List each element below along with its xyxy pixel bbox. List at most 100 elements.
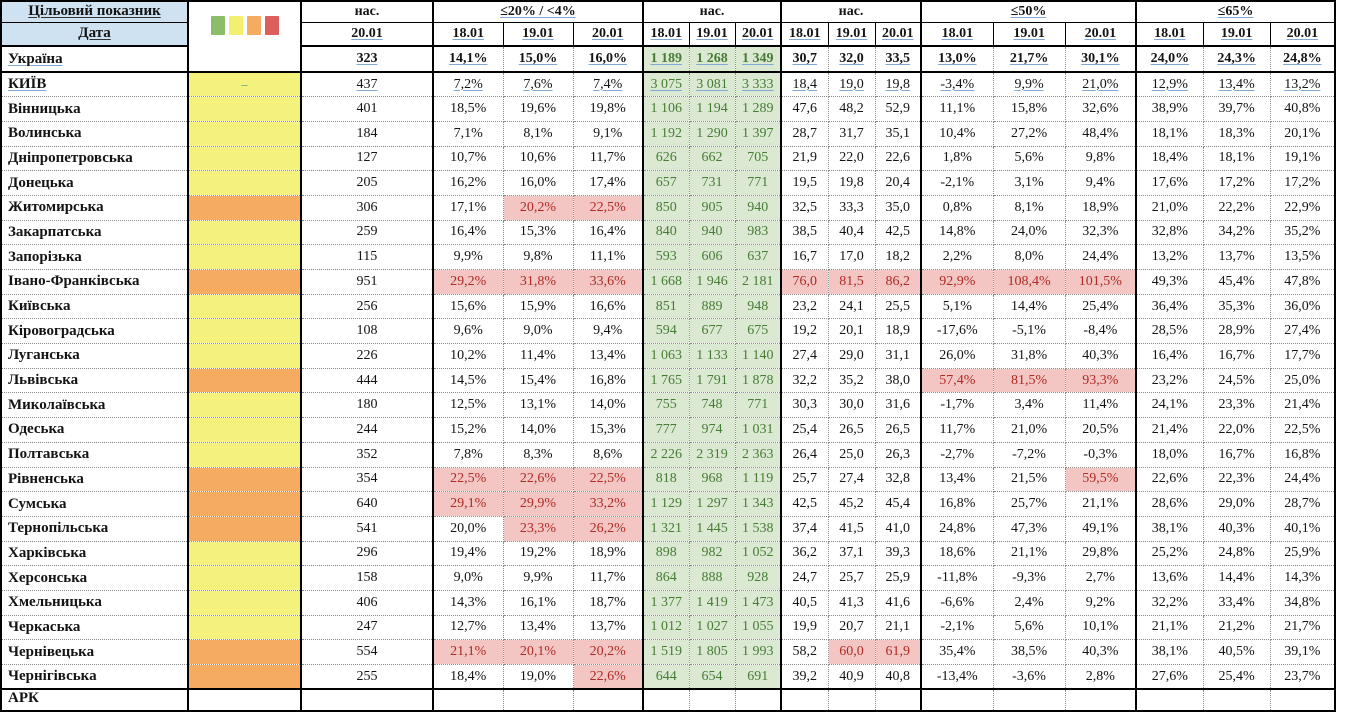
region-row: Житомирська 306 17,1% 20,2% 22,5% 850 905 940 32… [1, 195, 1336, 221]
status-color-cell [188, 639, 302, 665]
cell-p50-0: 57,4% [921, 368, 994, 394]
cell-p20-2: 19,8% [573, 96, 644, 122]
cell-green-2: 1 140 [735, 343, 783, 369]
cell-p20-1: 9,8% [503, 244, 574, 270]
cell-nas3-2: 33,5 [875, 46, 923, 73]
cell-p65-1: 18,1% [1203, 146, 1271, 172]
cell-green-2: 2 181 [735, 269, 783, 295]
cell-nas3-1: 26,5 [828, 417, 876, 443]
cell-nas-20-01: 406 [301, 590, 434, 616]
cell-nas3-2: 41,0 [875, 516, 923, 542]
region-name: Україна [1, 46, 189, 73]
cell-nas3-2: 19,8 [875, 72, 923, 98]
cell-p50-2: 93,3% [1065, 368, 1138, 394]
cell-nas3-0: 76,0 [781, 269, 829, 295]
cell-p20-0: 7,1% [433, 121, 504, 147]
cell-p65-1: 29,0% [1203, 491, 1271, 517]
cell-p20-2: 11,7% [573, 565, 644, 591]
dash-mark: – [241, 76, 248, 91]
cell-p50-2: 101,5% [1065, 269, 1138, 295]
cell-p20-2: 22,5% [573, 467, 644, 493]
cell-p65-1: 23,3% [1203, 392, 1271, 419]
cell-p20-1: 19,0% [503, 664, 574, 690]
cell-p20-2: 13,7% [573, 615, 644, 641]
cell-p65-1: 24,8% [1203, 541, 1271, 567]
cell-green-0: 851 [643, 294, 690, 320]
status-color-cell [188, 664, 302, 690]
date-header: 18.01 [781, 22, 829, 47]
cell-green-2: 948 [735, 294, 783, 320]
cell-green-1: 748 [689, 392, 736, 419]
date-header: 19.01 [503, 22, 574, 47]
region-row: Кіровоградська 108 9,6% 9,0% 9,4% 594 677 675 19… [1, 318, 1336, 345]
status-color-cell [188, 688, 302, 712]
cell-p50-1: 31,8% [993, 343, 1066, 369]
cell-nas3-1: 25,7 [828, 565, 876, 591]
cell-nas3-0: 47,6 [781, 96, 829, 122]
cell-p65-2: 25,0% [1270, 368, 1336, 394]
cell-p20-0: 14,1% [433, 46, 504, 73]
cell-nas3-0: 42,5 [781, 491, 829, 517]
cell-nas3-0: 30,7 [781, 46, 829, 73]
cell-p50-0: 13,0% [921, 46, 994, 73]
status-color-cell [188, 146, 302, 172]
cell-green-0: 1 129 [643, 491, 690, 517]
cell-p65-0: 38,9% [1136, 96, 1204, 122]
cell-p65-1: 22,3% [1203, 467, 1271, 493]
cell-p20-2: 16,4% [573, 220, 644, 246]
cell-p50-0: -6,6% [921, 590, 994, 616]
cell-p65-1: 22,2% [1203, 195, 1271, 221]
cell-p50-2: 32,3% [1065, 220, 1138, 246]
cell-p20-2: 13,4% [573, 343, 644, 369]
cell-green-0: 657 [643, 170, 690, 196]
cell-green-1: 1 290 [689, 121, 736, 147]
cell-nas3-2: 42,5 [875, 220, 923, 246]
region-name: Хмельницька [1, 590, 189, 616]
cell-p50-1: 5,6% [993, 615, 1066, 641]
cell-p50-0: 35,4% [921, 639, 994, 665]
status-color-cell [188, 96, 302, 122]
cell-p50-0: -2,1% [921, 615, 994, 641]
cell-p65-1: 18,3% [1203, 121, 1271, 147]
cell-nas3-0: 25,4 [781, 417, 829, 443]
cell-p65-2: 23,7% [1270, 664, 1336, 690]
cell-p20-0: 29,1% [433, 491, 504, 517]
cell-p20-2: 9,1% [573, 121, 644, 147]
region-name: Миколаївська [1, 392, 189, 419]
cell-p65-0: 17,6% [1136, 170, 1204, 196]
cell-p65-2: 40,8% [1270, 96, 1336, 122]
cell-p65-0: 24,1% [1136, 392, 1204, 419]
cell-p50-2: 32,6% [1065, 96, 1138, 122]
cell-p50-2: 2,7% [1065, 565, 1138, 591]
status-color-cell [188, 417, 302, 443]
status-color-cell [188, 442, 302, 468]
legend-swatch [246, 15, 261, 35]
status-color-cell [188, 516, 302, 542]
cell-p65-0: 25,2% [1136, 541, 1204, 567]
region-name: Донецька [1, 170, 189, 196]
cell-p20-0: 21,1% [433, 639, 504, 665]
cell-p50-0: 18,6% [921, 541, 994, 567]
cell-nas3-2: 26,5 [875, 417, 923, 443]
date-header: 18.01 [1136, 22, 1204, 47]
cell-green-2: 637 [735, 244, 783, 270]
date-header: 20.01 [1270, 22, 1336, 47]
cell-p20-2: 33,2% [573, 491, 644, 517]
cell-nas3-0: 23,2 [781, 294, 829, 320]
cell-p65-2: 13,2% [1270, 72, 1336, 98]
cell-green-2: 1 993 [735, 639, 783, 665]
region-name: Івано-Франківська [1, 269, 189, 295]
cell-p50-0: 5,1% [921, 294, 994, 320]
cell-nas3-2: 41,6 [875, 590, 923, 616]
cell-nas-20-01: 296 [301, 541, 434, 567]
cell-p20-0: 14,5% [433, 368, 504, 394]
cell-nas3-2: 45,4 [875, 491, 923, 517]
status-color-cell [188, 269, 302, 295]
legend-swatch [228, 15, 243, 35]
cell-nas3-0: 40,5 [781, 590, 829, 616]
cell-p50-1: 2,4% [993, 590, 1066, 616]
cell-green-2: 1 473 [735, 590, 783, 616]
cell-p65-2: 35,2% [1270, 220, 1336, 246]
cell-p50-1: 27,2% [993, 121, 1066, 147]
cell-green-0: 777 [643, 417, 690, 443]
